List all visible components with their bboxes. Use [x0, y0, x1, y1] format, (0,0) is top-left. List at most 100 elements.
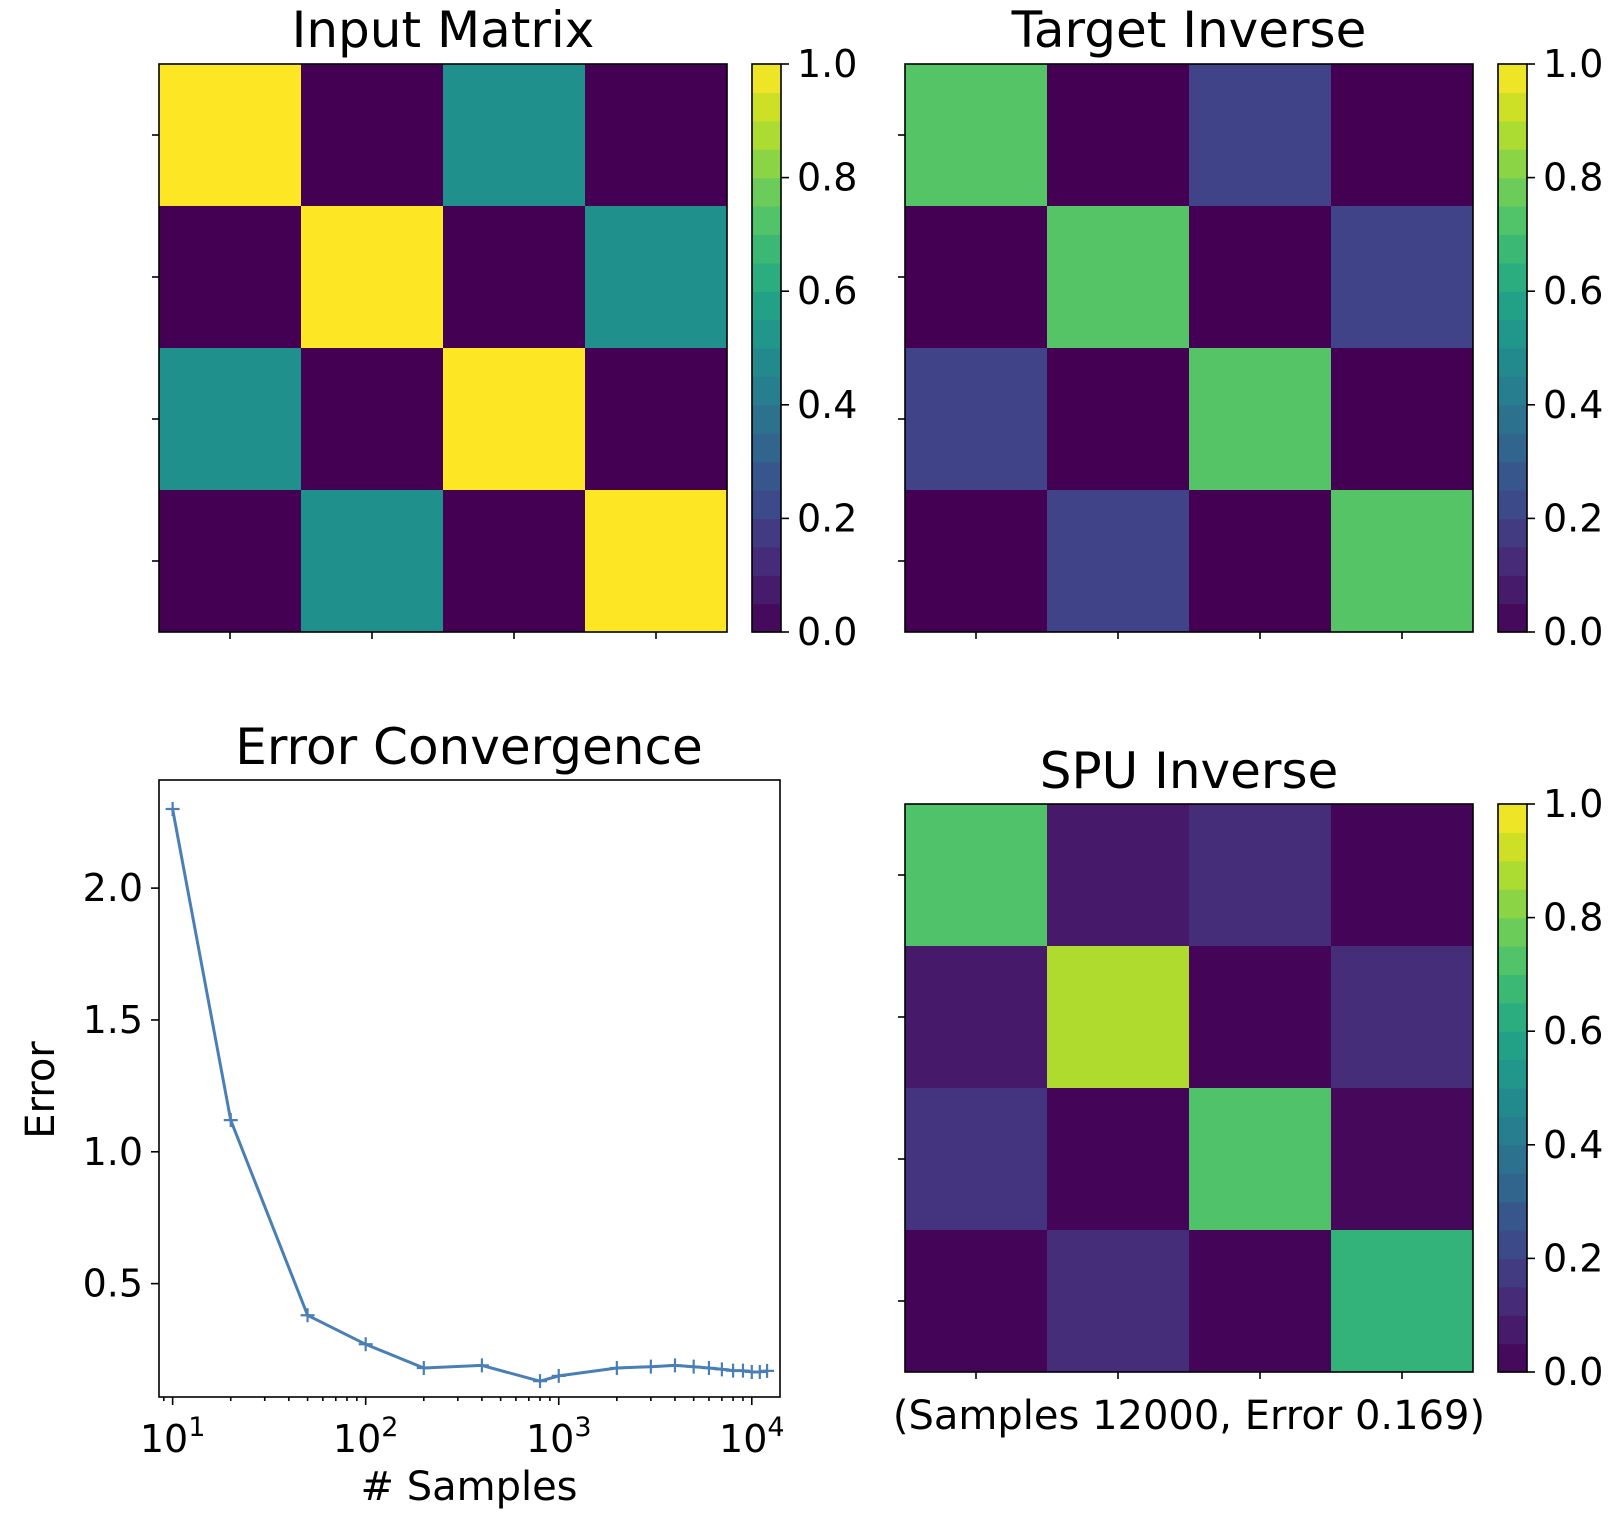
heatmap-frame — [904, 803, 1474, 1373]
colorbar-band — [1498, 348, 1527, 377]
heatmap-cell-r2-c2 — [1189, 348, 1332, 491]
colorbar-tick-label: 0.0 — [1543, 1350, 1603, 1394]
data-point-marker — [686, 1359, 701, 1374]
colorbar-band — [752, 206, 781, 235]
colorbar-band — [1498, 546, 1527, 576]
colorbar-input-matrix: 0.0 0.2 0.4 0.6 0.8 1.0 — [751, 42, 857, 654]
data-point-marker — [701, 1361, 716, 1375]
colorbar-band — [752, 291, 781, 321]
heatmap-cell-r1-c1 — [301, 206, 444, 349]
colorbar-band — [1498, 1144, 1527, 1174]
colorbar-band — [752, 120, 781, 150]
heatmap-cell-r0-c3 — [1331, 804, 1474, 947]
y-tick-label: 0.5 — [83, 1262, 143, 1306]
panel-error-convergence: Error Convergence 0.5 1.0 1.5 2.0 101 102 103 1… — [18, 718, 785, 1510]
heatmap-cell-r0-c1 — [301, 64, 444, 207]
colorbar-band — [752, 376, 781, 406]
colorbar-band — [1498, 1059, 1527, 1089]
colorbar-tick-label: 0.4 — [1543, 383, 1603, 427]
colorbar-tick-label: 0.2 — [797, 496, 857, 540]
data-point-marker — [667, 1358, 682, 1373]
heatmap-cell-r0-c0 — [159, 64, 302, 207]
heatmap-cell-r1-c2 — [443, 206, 586, 349]
heatmap-cell-r2-c0 — [905, 1088, 1048, 1231]
colorbar-tick-label: 1.0 — [1543, 42, 1603, 86]
heatmap-cell-r1-c3 — [1331, 206, 1474, 349]
heatmap-frame — [158, 63, 728, 633]
heatmap-cell-r3-c3 — [585, 490, 728, 633]
colorbar-tick-label: 0.6 — [1543, 269, 1603, 313]
colorbar-spu-inverse: 0.0 0.2 0.4 0.6 0.8 1.0 — [1497, 782, 1603, 1394]
heatmap-cell-r3-c1 — [1047, 1230, 1190, 1373]
colorbar-tick-label: 0.4 — [1543, 1123, 1603, 1167]
colorbar-frame — [1497, 63, 1528, 633]
x-tick-label: 101 — [140, 1412, 206, 1461]
heatmap-cell-r1-c2 — [1189, 946, 1332, 1089]
colorbar-band — [1498, 120, 1527, 150]
x-tick-label: 103 — [526, 1412, 592, 1461]
colorbar-tick-label: 0.8 — [797, 156, 857, 200]
colorbar-band — [1498, 376, 1527, 406]
colorbar-tick-label: 0.6 — [797, 269, 857, 313]
heatmap-cell-r1-c1 — [1047, 206, 1190, 349]
heatmap-cell-r2-c2 — [1189, 1088, 1332, 1231]
heatmap-frame — [904, 63, 1474, 633]
heatmap-cell-r0-c2 — [1189, 804, 1332, 947]
heatmap-cell-r3-c3 — [1331, 1230, 1474, 1373]
heatmap-cell-r2-c1 — [301, 348, 444, 491]
colorbar-band — [1498, 974, 1527, 1004]
heatmap-cell-r0-c0 — [905, 64, 1048, 207]
data-point-marker — [609, 1361, 624, 1375]
colorbar-band — [1498, 461, 1527, 491]
heatmap-cell-r1-c3 — [585, 206, 728, 349]
data-point-marker — [223, 1113, 238, 1128]
colorbar-band — [1498, 1088, 1527, 1117]
heatmap-cell-r2-c3 — [1331, 348, 1474, 491]
colorbar-band — [752, 177, 781, 207]
colorbar-band — [1498, 575, 1527, 605]
heatmap-cell-r2-c1 — [1047, 1088, 1190, 1231]
heatmap-cell-r1-c0 — [159, 206, 302, 349]
heatmap-cell-r0-c0 — [905, 804, 1048, 947]
heatmap-cell-r1-c0 — [905, 206, 1048, 349]
title-spu-inverse: SPU Inverse — [1040, 742, 1339, 800]
x-axis-label-spu-summary: (Samples 12000, Error 0.169) — [893, 1393, 1485, 1439]
heatmap-cell-r0-c1 — [1047, 804, 1190, 947]
heatmap-cell-r3-c2 — [1189, 1230, 1332, 1373]
heatmap-cell-r0-c2 — [1189, 64, 1332, 207]
colorbar-band — [1498, 234, 1527, 264]
data-point-marker — [643, 1359, 658, 1374]
heatmap-cell-r2-c2 — [443, 348, 586, 491]
colorbar-band — [1498, 319, 1527, 349]
colorbar-band — [752, 546, 781, 576]
y-axis-label-error: Error — [18, 1041, 64, 1139]
colorbar-band — [1498, 1230, 1527, 1259]
heatmap-cell-r0-c2 — [443, 64, 586, 207]
colorbar-band — [1498, 889, 1527, 919]
heatmap-cell-r3-c1 — [301, 490, 444, 633]
heatmap-cell-r3-c3 — [1331, 490, 1474, 633]
x-tick-label: 102 — [333, 1412, 399, 1461]
colorbar-band — [1498, 490, 1527, 519]
data-point-marker — [474, 1358, 489, 1373]
colorbar-frame — [751, 63, 782, 633]
heatmap-spu-inverse — [898, 803, 1474, 1379]
heatmap-cell-r0-c3 — [585, 64, 728, 207]
heatmap-cell-r2-c0 — [159, 348, 302, 491]
heatmap-cell-r1-c2 — [1189, 206, 1332, 349]
colorbar-band — [752, 433, 781, 463]
colorbar-band — [1498, 603, 1527, 633]
heatmap-cell-r3-c0 — [159, 490, 302, 633]
colorbar-band — [752, 234, 781, 264]
colorbar-target-inverse: 0.0 0.2 0.4 0.6 0.8 1.0 — [1497, 42, 1603, 654]
heatmap-cell-r3-c0 — [905, 490, 1048, 633]
colorbar-tick-label: 0.6 — [1543, 1009, 1603, 1053]
colorbar-band — [752, 348, 781, 377]
data-point-marker — [551, 1368, 566, 1383]
colorbar-band — [1498, 1315, 1527, 1345]
x-tick-label: 104 — [719, 1412, 785, 1461]
data-point-marker — [416, 1361, 431, 1375]
colorbar-band — [752, 64, 781, 93]
colorbar-band — [1498, 1173, 1527, 1203]
panel-target-inverse: Target Inverse 0.0 0.2 0.4 0.6 0.8 1.0 — [898, 1, 1603, 654]
